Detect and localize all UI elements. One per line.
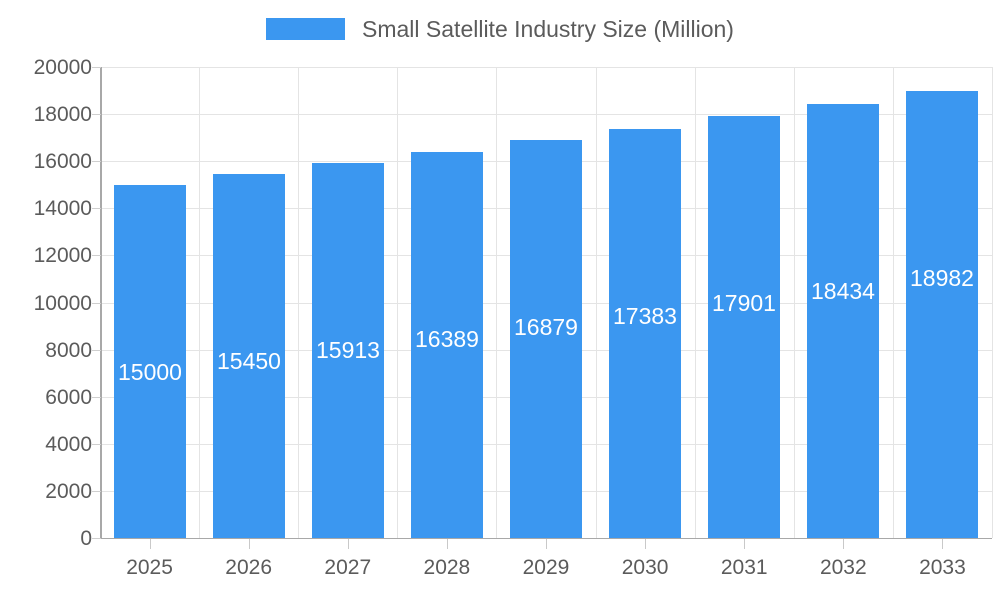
- bar[interactable]: [609, 128, 681, 538]
- chart-legend: Small Satellite Industry Size (Million): [0, 12, 1000, 46]
- bar-value-label: 15913: [316, 337, 380, 364]
- gridline-vertical: [596, 67, 597, 538]
- gridline-vertical: [695, 67, 696, 538]
- x-tick-mark: [843, 539, 844, 549]
- gridline-vertical: [893, 67, 894, 538]
- y-tick-mark: [92, 396, 101, 398]
- x-tick-mark: [348, 539, 349, 549]
- y-tick-label: 10000: [33, 291, 92, 315]
- bar-value-label: 17383: [613, 302, 677, 329]
- x-tick-label: 2030: [621, 556, 669, 579]
- x-tick-mark: [546, 539, 547, 549]
- y-tick-label: 6000: [45, 385, 92, 409]
- bar[interactable]: [510, 140, 582, 538]
- x-tick-label: 2032: [819, 556, 867, 579]
- y-tick-mark: [92, 490, 101, 492]
- x-tick-label: 2026: [225, 556, 273, 579]
- y-tick-mark: [92, 538, 101, 539]
- x-tick-mark: [150, 539, 151, 549]
- y-tick-label: 4000: [45, 432, 92, 456]
- y-tick-mark: [92, 302, 101, 304]
- x-tick-label: 2027: [324, 556, 372, 579]
- x-tick-mark: [744, 539, 745, 549]
- y-axis-line: [100, 67, 102, 538]
- y-tick-label: 12000: [33, 244, 92, 268]
- x-tick-label: 2025: [126, 556, 173, 579]
- bar[interactable]: [312, 163, 384, 538]
- bar-value-label: 15450: [217, 348, 281, 375]
- gridline-vertical: [496, 67, 497, 538]
- x-tick-mark: [447, 539, 448, 549]
- y-tick-mark: [92, 114, 101, 116]
- y-tick-mark: [92, 443, 101, 445]
- gridline-vertical: [992, 67, 993, 538]
- y-tick-mark: [92, 255, 101, 257]
- gridline-vertical: [397, 67, 398, 538]
- y-tick-label: 0: [80, 527, 92, 550]
- bar[interactable]: [906, 90, 978, 538]
- gridline-vertical: [298, 67, 299, 538]
- gridline-vertical: [199, 67, 200, 538]
- y-tick-label: 16000: [33, 150, 92, 174]
- x-tick-label: 2029: [522, 556, 570, 579]
- bar-value-label: 15000: [118, 358, 182, 385]
- gridline-horizontal: [100, 67, 992, 68]
- y-tick-label: 2000: [45, 479, 92, 503]
- legend-series-label: Small Satellite Industry Size (Million): [362, 15, 734, 42]
- x-axis-line: [100, 538, 992, 539]
- x-tick-label: 2028: [423, 556, 471, 579]
- gridline-vertical: [794, 67, 795, 538]
- y-tick-label: 8000: [45, 338, 92, 362]
- bar[interactable]: [114, 184, 186, 538]
- legend-color-swatch: [266, 18, 346, 40]
- x-tick-mark: [249, 539, 250, 549]
- bar[interactable]: [708, 116, 780, 538]
- y-tick-label: 20000: [33, 56, 92, 79]
- bar-value-label: 18434: [811, 277, 875, 304]
- y-tick-label: 14000: [33, 197, 92, 221]
- y-tick-mark: [92, 161, 101, 163]
- x-tick-label: 2033: [919, 556, 966, 579]
- bar-value-label: 17901: [712, 290, 776, 317]
- y-tick-label: 18000: [33, 103, 92, 127]
- x-tick-mark: [942, 539, 943, 549]
- bar[interactable]: [213, 174, 285, 538]
- gridline-horizontal: [100, 114, 992, 116]
- bar[interactable]: [807, 103, 879, 538]
- bar-value-label: 18982: [910, 264, 974, 291]
- bar-value-label: 16879: [514, 314, 578, 341]
- x-tick-label: 2031: [720, 556, 768, 579]
- x-tick-mark: [645, 539, 646, 549]
- y-tick-mark: [92, 67, 101, 68]
- y-tick-mark: [92, 208, 101, 210]
- bar-value-label: 16389: [415, 326, 479, 353]
- bar[interactable]: [411, 152, 483, 538]
- y-tick-mark: [92, 349, 101, 351]
